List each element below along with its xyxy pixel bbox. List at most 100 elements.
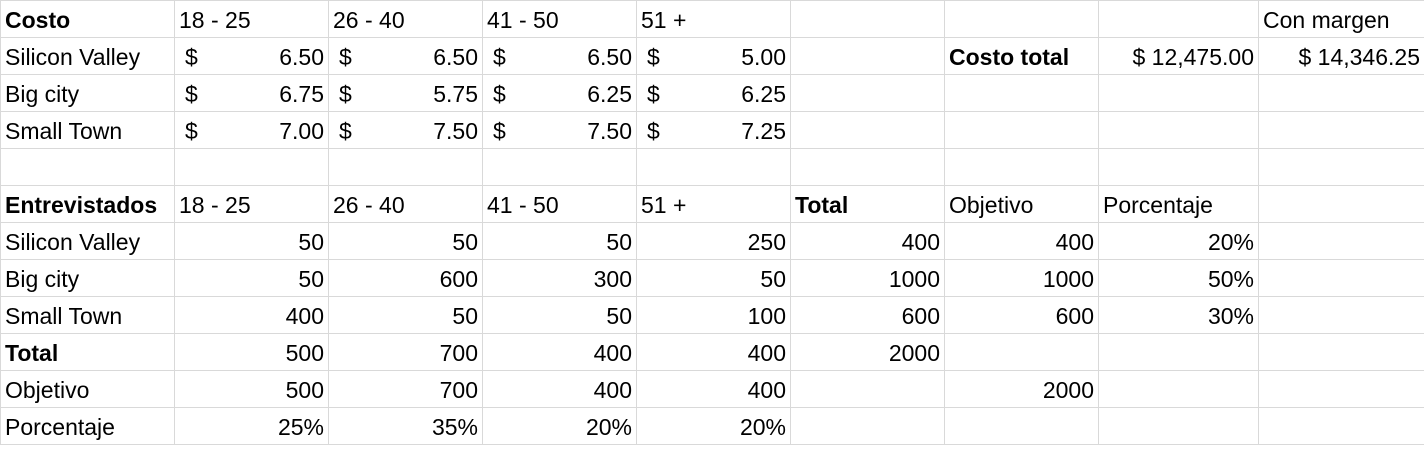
cell-interview-header-porcentaje[interactable]: Porcentaje bbox=[1098, 185, 1259, 223]
cell-cost-value[interactable]: $7.50 bbox=[328, 111, 483, 149]
cell-interview-value[interactable]: 300 bbox=[482, 259, 637, 297]
cell-cost-value[interactable]: $6.25 bbox=[636, 74, 791, 112]
cell-empty[interactable] bbox=[1258, 111, 1424, 149]
cell-interview-porcentaje[interactable]: 50% bbox=[1098, 259, 1259, 297]
cell-empty[interactable] bbox=[790, 74, 945, 112]
cell-interview-header-age-4[interactable]: 51 + bbox=[636, 185, 791, 223]
cell-empty[interactable] bbox=[1258, 148, 1424, 186]
cell-objetivo-value[interactable]: 400 bbox=[636, 370, 791, 408]
cell-empty[interactable] bbox=[790, 111, 945, 149]
cell-total-row-label[interactable]: Total bbox=[0, 333, 175, 371]
cell-interview-value[interactable]: 50 bbox=[328, 296, 483, 334]
cell-interview-value[interactable]: 250 bbox=[636, 222, 791, 260]
cell-cost-header-age-4[interactable]: 51 + bbox=[636, 0, 791, 38]
cell-total-value[interactable]: 400 bbox=[482, 333, 637, 371]
cell-interview-value[interactable]: 50 bbox=[482, 296, 637, 334]
cell-interview-row-label[interactable]: Silicon Valley bbox=[0, 222, 175, 260]
cell-cost-header-label[interactable]: Costo bbox=[0, 0, 175, 38]
cell-empty[interactable] bbox=[1258, 259, 1424, 297]
cell-cost-row-label[interactable]: Silicon Valley bbox=[0, 37, 175, 75]
cell-interview-value[interactable]: 50 bbox=[482, 222, 637, 260]
cell-interview-value[interactable]: 100 bbox=[636, 296, 791, 334]
cell-empty[interactable] bbox=[790, 0, 945, 38]
cell-empty[interactable] bbox=[790, 37, 945, 75]
cell-cost-header-age-2[interactable]: 26 - 40 bbox=[328, 0, 483, 38]
cell-grand-total[interactable]: 2000 bbox=[790, 333, 945, 371]
cell-empty[interactable] bbox=[1098, 333, 1259, 371]
cell-empty[interactable] bbox=[790, 370, 945, 408]
cell-empty[interactable] bbox=[1258, 407, 1424, 445]
cell-empty[interactable] bbox=[1258, 222, 1424, 260]
cell-interview-total[interactable]: 600 bbox=[790, 296, 945, 334]
cell-margin-label[interactable]: Con margen bbox=[1258, 0, 1424, 38]
cell-cost-value[interactable]: $6.50 bbox=[482, 37, 637, 75]
cell-interview-row-label[interactable]: Small Town bbox=[0, 296, 175, 334]
cell-cost-value[interactable]: $6.50 bbox=[328, 37, 483, 75]
cell-interview-row-label[interactable]: Big city bbox=[0, 259, 175, 297]
cell-total-cost-value[interactable]: $ 12,475.00 bbox=[1098, 37, 1259, 75]
cell-cost-value[interactable]: $7.00 bbox=[174, 111, 329, 149]
cell-empty[interactable] bbox=[1098, 407, 1259, 445]
cell-objetivo-value[interactable]: 500 bbox=[174, 370, 329, 408]
cell-cost-value[interactable]: $5.75 bbox=[328, 74, 483, 112]
cell-empty[interactable] bbox=[1258, 370, 1424, 408]
cell-cost-value[interactable]: $5.00 bbox=[636, 37, 791, 75]
cell-objetivo-row-label[interactable]: Objetivo bbox=[0, 370, 175, 408]
cell-cost-value[interactable]: $7.50 bbox=[482, 111, 637, 149]
cell-empty[interactable] bbox=[636, 148, 791, 186]
cell-cost-header-age-3[interactable]: 41 - 50 bbox=[482, 0, 637, 38]
cell-total-value[interactable]: 500 bbox=[174, 333, 329, 371]
cell-total-cost-label[interactable]: Costo total bbox=[944, 37, 1099, 75]
cell-porcentaje-value[interactable]: 25% bbox=[174, 407, 329, 445]
cell-empty[interactable] bbox=[174, 148, 329, 186]
cell-interview-value[interactable]: 50 bbox=[328, 222, 483, 260]
cell-cost-value[interactable]: $7.25 bbox=[636, 111, 791, 149]
cell-porcentaje-row-label[interactable]: Porcentaje bbox=[0, 407, 175, 445]
cell-objetivo-total[interactable]: 2000 bbox=[944, 370, 1099, 408]
cell-interview-header-age-2[interactable]: 26 - 40 bbox=[328, 185, 483, 223]
cell-interview-value[interactable]: 50 bbox=[174, 259, 329, 297]
cell-interview-total[interactable]: 1000 bbox=[790, 259, 945, 297]
cell-cost-value[interactable]: $6.75 bbox=[174, 74, 329, 112]
cell-interview-value[interactable]: 50 bbox=[636, 259, 791, 297]
cell-cost-value[interactable]: $6.50 bbox=[174, 37, 329, 75]
cell-empty[interactable] bbox=[1098, 74, 1259, 112]
cell-interview-header-total[interactable]: Total bbox=[790, 185, 945, 223]
cell-porcentaje-value[interactable]: 20% bbox=[482, 407, 637, 445]
cell-interview-porcentaje[interactable]: 30% bbox=[1098, 296, 1259, 334]
cell-empty[interactable] bbox=[944, 333, 1099, 371]
cell-empty[interactable] bbox=[1258, 74, 1424, 112]
cell-interview-objetivo[interactable]: 1000 bbox=[944, 259, 1099, 297]
cell-empty[interactable] bbox=[944, 148, 1099, 186]
cell-empty[interactable] bbox=[1098, 0, 1259, 38]
cell-objetivo-value[interactable]: 400 bbox=[482, 370, 637, 408]
cell-cost-header-age-1[interactable]: 18 - 25 bbox=[174, 0, 329, 38]
cell-empty[interactable] bbox=[1258, 333, 1424, 371]
cell-interview-header-objetivo[interactable]: Objetivo bbox=[944, 185, 1099, 223]
cell-empty[interactable] bbox=[1098, 370, 1259, 408]
cell-interview-objetivo[interactable]: 400 bbox=[944, 222, 1099, 260]
cell-empty[interactable] bbox=[1098, 148, 1259, 186]
cell-interview-value[interactable]: 400 bbox=[174, 296, 329, 334]
cell-margin-value[interactable]: $ 14,346.25 bbox=[1258, 37, 1424, 75]
cell-empty[interactable] bbox=[790, 407, 945, 445]
cell-empty[interactable] bbox=[944, 111, 1099, 149]
cell-cost-value[interactable]: $6.25 bbox=[482, 74, 637, 112]
cell-interview-objetivo[interactable]: 600 bbox=[944, 296, 1099, 334]
cell-interview-porcentaje[interactable]: 20% bbox=[1098, 222, 1259, 260]
cell-empty[interactable] bbox=[328, 148, 483, 186]
cell-cost-row-label[interactable]: Big city bbox=[0, 74, 175, 112]
cell-interview-value[interactable]: 600 bbox=[328, 259, 483, 297]
cell-empty[interactable] bbox=[1098, 111, 1259, 149]
cell-objetivo-value[interactable]: 700 bbox=[328, 370, 483, 408]
cell-total-value[interactable]: 400 bbox=[636, 333, 791, 371]
cell-interview-value[interactable]: 50 bbox=[174, 222, 329, 260]
cell-empty[interactable] bbox=[944, 407, 1099, 445]
cell-empty[interactable] bbox=[790, 148, 945, 186]
cell-porcentaje-value[interactable]: 35% bbox=[328, 407, 483, 445]
cell-porcentaje-value[interactable]: 20% bbox=[636, 407, 791, 445]
cell-interview-header-label[interactable]: Entrevistados bbox=[0, 185, 175, 223]
cell-empty[interactable] bbox=[944, 0, 1099, 38]
cell-interview-header-age-1[interactable]: 18 - 25 bbox=[174, 185, 329, 223]
cell-interview-total[interactable]: 400 bbox=[790, 222, 945, 260]
